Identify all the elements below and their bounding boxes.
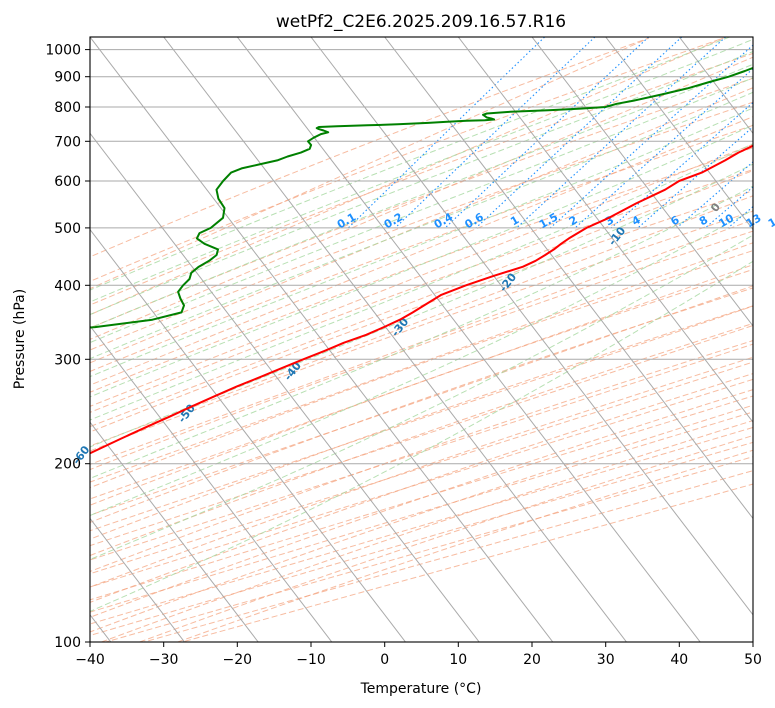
x-tick-label: −20: [223, 652, 253, 668]
isotherm: [90, 37, 554, 642]
dry-adiabat: [90, 210, 753, 483]
axes: −40 −30 −20 −10 0 10 20 30 40 50 100 200 300 400 500 60…: [45, 43, 762, 668]
mixing-ratio-line: [394, 37, 596, 229]
isotherm: [531, 37, 753, 327]
mixing-ratio-line: [347, 37, 545, 229]
isotherm: [752, 37, 753, 38]
x-tick-label: −10: [296, 652, 326, 668]
dry-adiabat: [90, 124, 753, 407]
isotherm: [90, 228, 406, 642]
y-tick-label: 1000: [45, 43, 81, 59]
plot-frame: [89, 36, 754, 643]
moist-adiabat: [90, 185, 753, 479]
dry-adiabat: [90, 250, 753, 516]
chart-title: wetPf2_C2E6.2025.209.16.57.R16: [276, 12, 566, 32]
x-tick-label: −30: [149, 652, 179, 668]
y-tick-label: 100: [54, 635, 81, 651]
x-tick-label: 40: [670, 652, 688, 668]
y-tick-label: 200: [54, 457, 81, 473]
y-tick-label: 300: [54, 352, 81, 368]
dry-adiabat: [90, 287, 753, 547]
plot-background: [90, 37, 753, 642]
moist-adiabat: [90, 163, 753, 448]
dry-adiabat: [90, 147, 753, 428]
mixing-ratio-line: [475, 37, 683, 229]
dry-adiabat: [90, 190, 753, 465]
x-tick-label: 10: [449, 652, 467, 668]
dry-adiabat: [90, 101, 753, 386]
isotherm: [163, 37, 627, 642]
dry-adiabat: [177, 449, 753, 642]
isotherm: [310, 37, 753, 616]
y-tick-label: 900: [54, 70, 81, 86]
y-tick-label: 700: [54, 134, 81, 150]
isotherm: [90, 421, 259, 642]
dewpoint-profile: [90, 66, 753, 329]
dry-adiabat: [90, 37, 724, 316]
y-tick-label: 800: [54, 100, 81, 116]
moist-adiabat: [90, 38, 753, 303]
temperature-profile: [90, 144, 753, 455]
dry-adiabat: [90, 373, 753, 613]
x-tick-label: 20: [523, 652, 541, 668]
dry-adiabat: [90, 322, 753, 575]
y-tick-label: 400: [54, 278, 81, 294]
mixing-ratio-line: [516, 37, 726, 229]
dry-adiabat: [90, 77, 753, 364]
moist-adiabat: [90, 124, 753, 398]
isotherm: [605, 37, 753, 231]
isotherm: [90, 132, 480, 642]
dry-adiabat: [90, 340, 753, 588]
isotherm: [90, 517, 185, 642]
isotherm: [384, 37, 753, 520]
x-axis-title: Temperature (°C): [360, 681, 482, 697]
x-tick-label: 0: [380, 652, 389, 668]
dry-adiabat: [90, 305, 753, 561]
mixing-ratio-line: [637, 126, 753, 229]
dry-adiabat: [90, 52, 753, 340]
y-tick-label: 600: [54, 174, 81, 190]
isotherm: [457, 37, 753, 423]
moist-adiabat: [90, 143, 753, 421]
moist-adiabat: [90, 91, 753, 360]
profiles: [90, 66, 753, 455]
x-tick-label: 50: [744, 652, 762, 668]
dry-adiabat: [90, 356, 753, 601]
dry-adiabat: [90, 37, 650, 290]
y-axis-title: Pressure (hPa): [12, 289, 28, 389]
dry-adiabat: [90, 169, 753, 447]
isotherm: [90, 325, 333, 642]
mixing-ratio-line: [549, 44, 753, 229]
mixing-ratio-line: [755, 37, 775, 228]
dry-adiabat: [90, 389, 753, 625]
moist-adiabat: [90, 51, 753, 316]
moist-adiabat: [90, 77, 753, 344]
x-tick-label: −40: [75, 652, 105, 668]
mixing-ratio-label: 16: [766, 211, 775, 230]
y-tick-label: 500: [54, 221, 81, 237]
x-tick-label: 30: [597, 652, 615, 668]
dry-adiabat: [101, 420, 753, 642]
